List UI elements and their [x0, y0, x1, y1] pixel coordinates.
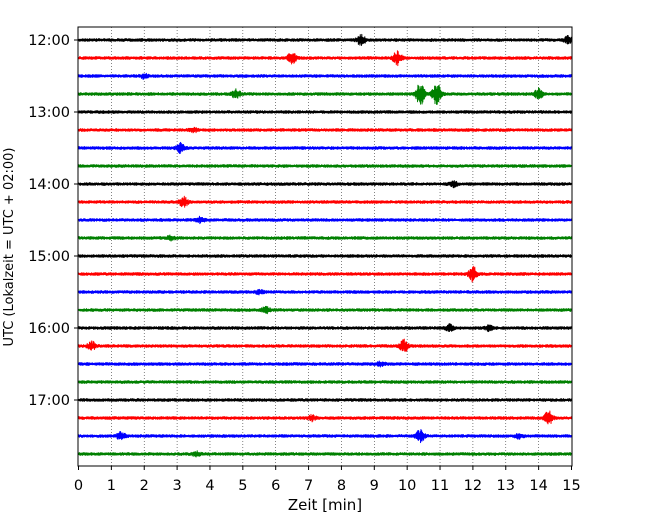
trace-line [78, 428, 572, 444]
vertical-grid [111, 27, 539, 466]
x-tick-label: 9 [370, 478, 379, 494]
trace-line [78, 338, 572, 353]
trace-line [78, 450, 572, 458]
trace-line [78, 380, 572, 384]
x-tick-label: 11 [431, 478, 449, 494]
y-axis-label: UTC (Lokalzeit = UTC + 02:00) [2, 148, 17, 347]
y-tick-label: 15:00 [28, 249, 70, 265]
trace-line [78, 110, 572, 114]
y-tick-label: 17:00 [28, 393, 70, 409]
trace-line [78, 305, 572, 315]
x-tick-label: 10 [398, 478, 416, 494]
x-tick-label: 14 [529, 478, 547, 494]
trace-line [78, 72, 572, 80]
x-tick-label: 13 [497, 478, 515, 494]
x-tick-label: 5 [238, 478, 247, 494]
x-axis-ticks: 0 1 2 3 4 5 6 7 8 9 10 11 12 13 14 15 [74, 466, 581, 494]
x-axis-label: Zeit [min] [288, 496, 362, 514]
trace-line [78, 234, 572, 242]
x-tick-label: 1 [107, 478, 116, 494]
trace-line [78, 141, 572, 155]
trace-line [78, 254, 572, 258]
y-axis-ticks: 12:00 13:00 14:00 15:00 16:00 17:00 [28, 33, 78, 409]
trace-line [78, 180, 572, 189]
trace-line [78, 398, 572, 402]
trace-line [78, 288, 572, 296]
x-tick-label: 15 [562, 478, 580, 494]
x-tick-label: 7 [304, 478, 313, 494]
x-tick-label: 2 [140, 478, 149, 494]
trace-line [78, 164, 572, 168]
x-tick-label: 12 [464, 478, 482, 494]
trace-line [78, 50, 572, 67]
x-tick-label: 6 [271, 478, 280, 494]
trace-line [78, 410, 572, 425]
y-tick-label: 13:00 [28, 105, 70, 121]
plot-frame [77, 26, 573, 467]
y-tick-label: 16:00 [28, 321, 70, 337]
trace-line [78, 33, 572, 47]
trace-line [78, 360, 572, 368]
y-tick-label: 14:00 [28, 177, 70, 193]
trace-line [78, 323, 572, 333]
x-tick-label: 4 [205, 478, 214, 494]
trace-line [78, 215, 572, 225]
x-tick-label: 8 [337, 478, 346, 494]
y-tick-label: 12:00 [28, 33, 70, 49]
x-tick-label: 0 [74, 478, 83, 494]
trace-line [78, 84, 572, 105]
trace-line [78, 126, 572, 134]
x-tick-label: 3 [172, 478, 181, 494]
trace-line [78, 195, 572, 208]
trace-line [78, 265, 572, 283]
seismic-traces [78, 33, 572, 458]
